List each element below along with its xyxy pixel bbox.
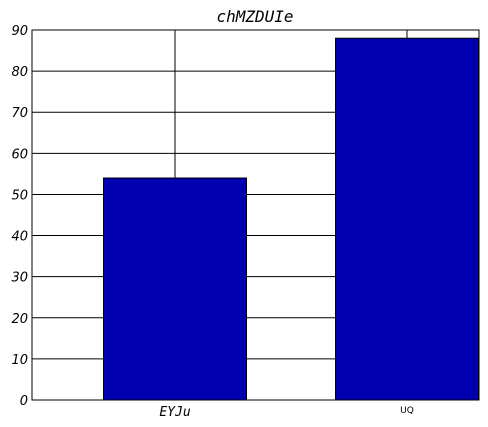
- y-tick-label-0: 0: [20, 394, 28, 409]
- x-tick-label-0: EYJu: [159, 405, 190, 420]
- y-tick-label-8: 80: [11, 65, 28, 80]
- y-tick-label-6: 60: [11, 147, 28, 162]
- y-tick-labels: 0 10 20 30 40 50 60 70 80 90: [11, 24, 28, 409]
- y-tick-label-9: 90: [11, 24, 28, 39]
- y-tick-label-4: 40: [11, 230, 28, 245]
- plot-frame: [31, 29, 480, 401]
- y-tick-label-3: 30: [11, 271, 28, 286]
- bars: [103, 37, 479, 401]
- bar-0: [103, 177, 247, 401]
- x-tick-labels: EYJu UQ: [159, 405, 413, 420]
- axes: [31, 29, 480, 401]
- y-tick-label-1: 10: [11, 353, 28, 368]
- bar-1: [335, 37, 479, 401]
- chart-title: chMZDUIe: [216, 7, 293, 26]
- x-tick-label-1: UQ: [400, 406, 414, 416]
- y-tick-label-7: 70: [11, 106, 28, 121]
- y-tick-label-2: 20: [11, 312, 28, 327]
- y-tick-label-5: 50: [11, 188, 28, 203]
